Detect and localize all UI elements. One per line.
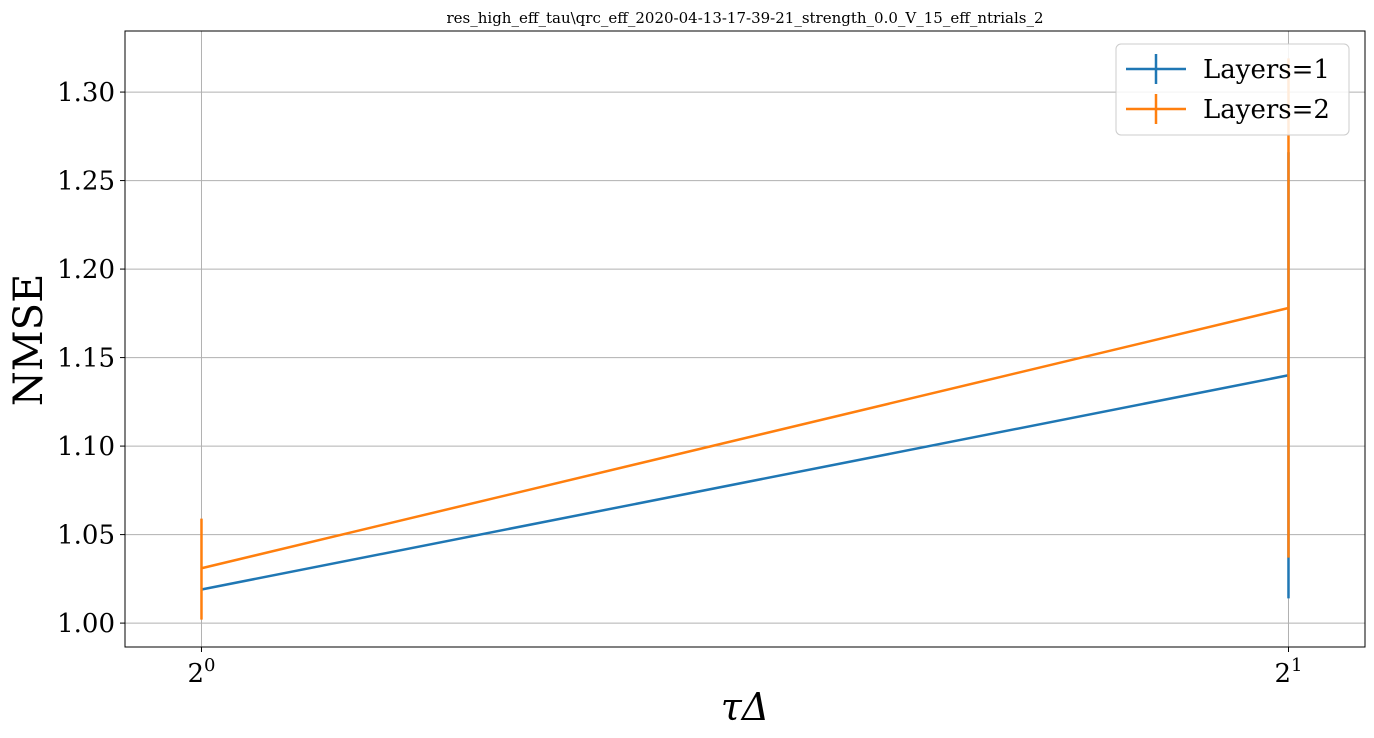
legend-item: Layers=2	[1126, 94, 1330, 125]
series-line	[201, 306, 1289, 570]
y-tick-label: 1.05	[57, 521, 115, 551]
legend: Layers=1 Layers=2	[1115, 43, 1350, 136]
series-2	[200, 58, 1290, 620]
grid	[125, 31, 1365, 647]
legend-item: Layers=1	[1126, 54, 1330, 85]
series-1	[201, 152, 1290, 599]
plot-frame	[124, 30, 1366, 648]
series-line	[201, 374, 1289, 591]
legend-label: Layers=2	[1203, 95, 1330, 125]
x-tick-label: 20	[187, 655, 215, 689]
y-axis: 1.00 1.05 1.10 1.15 1.20 1.25 1.30	[57, 78, 125, 639]
legend-label: Layers=1	[1203, 55, 1330, 85]
y-tick-label: 1.10	[57, 432, 115, 462]
y-tick-label: 1.15	[57, 344, 115, 374]
y-tick-label: 1.30	[57, 78, 115, 108]
x-axis: 20 21	[187, 647, 1302, 689]
y-tick-label: 1.00	[57, 609, 115, 639]
chart-title: res_high_eff_tau\qrc_eff_2020-04-13-17-3…	[446, 9, 1043, 27]
series-layer	[200, 58, 1290, 620]
y-axis-label: NMSE	[6, 274, 52, 407]
x-axis-label: τΔ	[721, 685, 769, 729]
x-tick-label: 21	[1274, 655, 1302, 689]
legend-box	[1115, 43, 1350, 136]
y-tick-label: 1.25	[57, 167, 115, 197]
y-tick-label: 1.20	[57, 255, 115, 285]
